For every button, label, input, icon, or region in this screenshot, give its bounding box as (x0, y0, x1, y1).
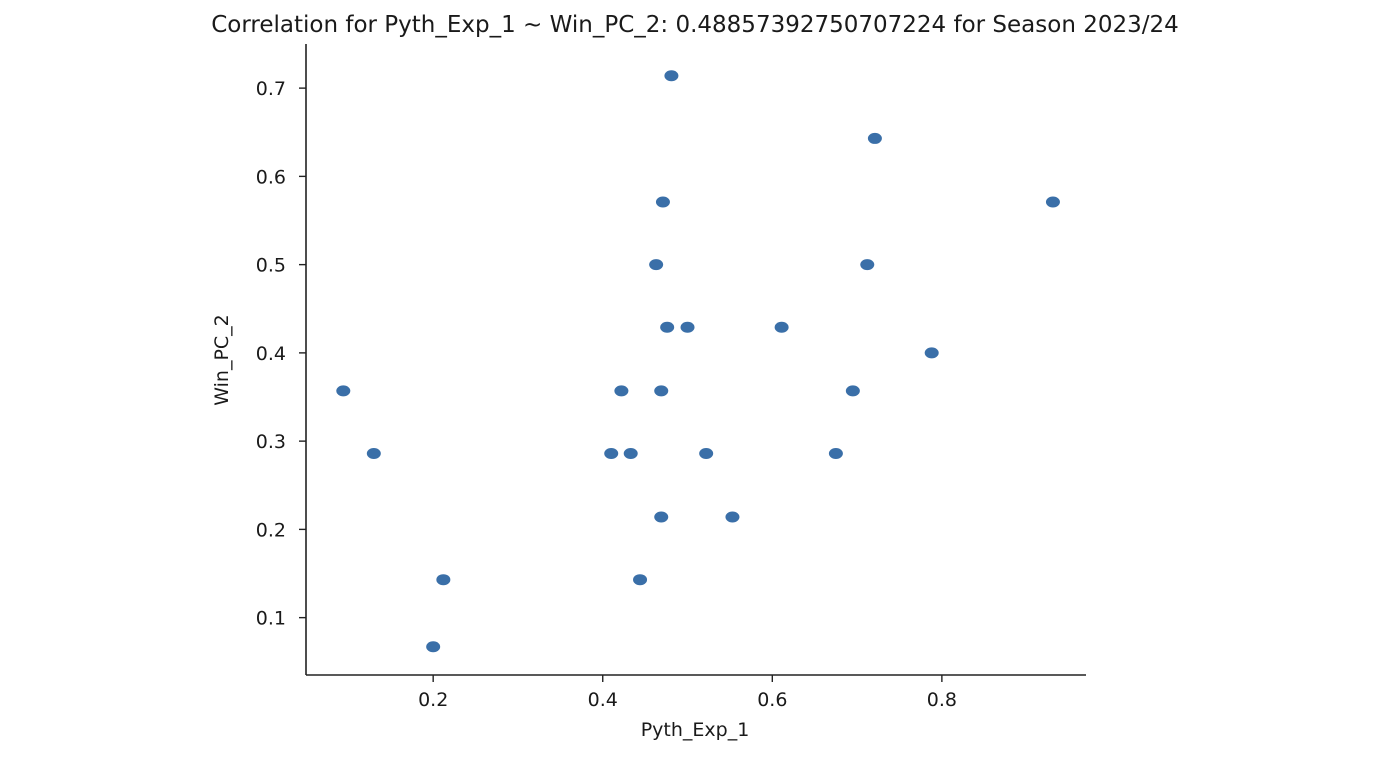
y-tick-label: 0.6 (256, 166, 286, 188)
x-tick-label: 0.2 (418, 689, 448, 711)
data-point-22 (867, 132, 882, 144)
x-tick-label: 0.6 (757, 689, 787, 711)
y-tick-label: 0.3 (256, 431, 286, 453)
data-point-17 (725, 511, 740, 523)
data-point-11 (654, 385, 669, 397)
data-point-13 (660, 321, 675, 333)
data-point-3 (426, 641, 441, 653)
data-point-24 (1045, 196, 1060, 208)
data-points (336, 70, 1060, 653)
data-point-19 (828, 447, 843, 459)
data-point-9 (649, 259, 664, 271)
y-axis-label: Win_PC_2 (211, 314, 233, 406)
x-tick-label: 0.8 (927, 689, 957, 711)
data-point-16 (699, 447, 714, 459)
data-point-14 (664, 70, 679, 82)
chart-title: Correlation for Pyth_Exp_1 ~ Win_PC_2: 0… (211, 12, 1179, 38)
y-tick-label: 0.2 (256, 519, 286, 541)
data-point-5 (604, 447, 619, 459)
y-axis-ticks: 0.1 0.2 0.3 0.4 0.5 0.6 0.7 (256, 78, 306, 630)
data-point-21 (860, 259, 875, 271)
x-tick-label: 0.4 (588, 689, 618, 711)
data-point-6 (614, 385, 629, 397)
x-axis-ticks: 0.2 0.4 0.6 0.8 (418, 675, 957, 711)
y-tick-label: 0.1 (256, 608, 286, 630)
y-tick-label: 0.4 (256, 343, 286, 365)
data-point-23 (924, 347, 939, 359)
data-point-10 (654, 511, 669, 523)
y-tick-label: 0.5 (256, 255, 286, 277)
data-point-15 (680, 321, 695, 333)
data-point-20 (845, 385, 860, 397)
y-tick-label: 0.7 (256, 78, 286, 100)
data-point-4 (436, 574, 451, 586)
data-point-8 (633, 574, 648, 586)
x-axis-label: Pyth_Exp_1 (641, 719, 750, 741)
data-point-2 (366, 447, 381, 459)
data-point-18 (774, 321, 789, 333)
data-point-7 (623, 447, 638, 459)
data-point-1 (336, 385, 351, 397)
data-point-12 (655, 196, 670, 208)
